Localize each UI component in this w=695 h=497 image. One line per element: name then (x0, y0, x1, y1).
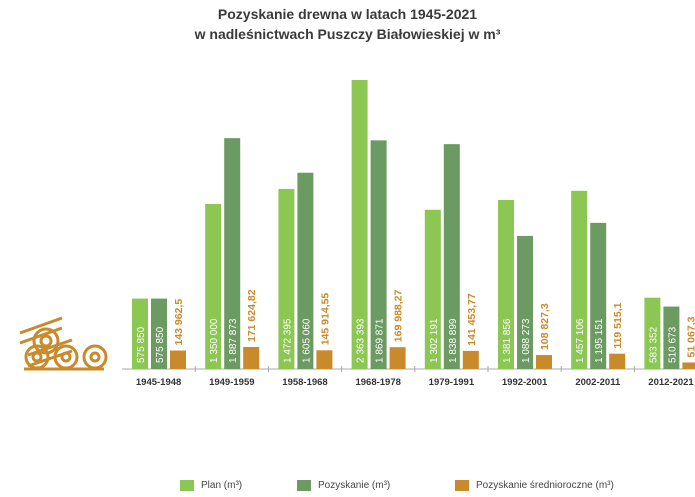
bar-pozyskanie-1945-1948 (151, 298, 167, 369)
bar-pozyskanie-1949-1959 (224, 138, 241, 369)
bar-srednioroczne-1945-1948 (170, 350, 186, 369)
bar-pozyskanie-1958-1968 (297, 172, 314, 369)
data-label: 141 453,77 (466, 293, 478, 346)
bar-plan-1958-1968 (278, 188, 295, 369)
legend-label: Pozyskanie średnioroczne (m³) (476, 480, 614, 491)
data-label: 583 352 (648, 326, 659, 363)
data-label: 1 088 273 (521, 318, 532, 363)
bar-srednioroczne-1968-1978 (389, 347, 406, 369)
data-label: 1 381 856 (502, 318, 513, 363)
x-tick-label: 1945-1948 (136, 377, 181, 388)
bar-srednioroczne-1949-1959 (243, 347, 260, 369)
data-label: 1 838 899 (448, 318, 459, 363)
bar-pozyskanie-1979-1991 (443, 144, 460, 369)
data-label: 108 827,3 (539, 303, 551, 350)
x-tick-label: 1958-1968 (282, 377, 327, 388)
bar-plan-1968-1978 (351, 80, 368, 369)
data-label: 1 605 060 (301, 318, 312, 363)
bar-srednioroczne-1979-1991 (462, 350, 479, 369)
data-label: 1 302 191 (429, 318, 440, 363)
data-label: 1 869 871 (375, 318, 386, 363)
data-label: 1 195 151 (594, 318, 605, 363)
data-label: 169 988,27 (393, 289, 405, 342)
bar-plan-1979-1991 (424, 209, 441, 369)
bar-pozyskanie-2002-2011 (590, 222, 607, 369)
bar-pozyskanie-1992-2001 (517, 235, 533, 369)
data-label: 2 363 393 (356, 318, 367, 363)
log-pile-icon (19, 316, 108, 371)
data-label: 143 962,5 (173, 299, 185, 346)
data-label: 171 624,82 (246, 289, 258, 342)
bar-plan-1992-2001 (498, 200, 514, 369)
legend-label: Plan (m³) (201, 480, 243, 491)
bar-plan-2002-2011 (571, 190, 588, 369)
x-tick-label: 2002-2011 (575, 377, 621, 388)
x-tick-label: 1979-1991 (429, 377, 475, 388)
x-tick-label: 1949-1959 (209, 377, 254, 388)
legend-label: Pozyskanie (m³) (318, 480, 391, 491)
bar-plan-1945-1948 (132, 298, 148, 369)
data-label: 510 673 (667, 326, 678, 363)
legend-item: Pozyskanie średnioroczne (m³) (455, 480, 614, 491)
bar-pozyskanie-1968-1978 (370, 140, 387, 369)
x-tick-label: 1992-2001 (502, 377, 548, 388)
data-label: 145 914,55 (319, 293, 331, 346)
data-label: 1 887 873 (228, 318, 239, 363)
data-label: 575 850 (136, 326, 147, 363)
legend-item: Plan (m³) (180, 480, 242, 491)
x-tick-label: 2012-2021 (648, 377, 694, 388)
bar-plan-1949-1959 (205, 203, 222, 369)
bar-srednioroczne-1992-2001 (536, 355, 552, 369)
data-label: 1 457 106 (575, 318, 586, 363)
data-label: 1 350 000 (209, 318, 220, 363)
chart-subtitle: w nadleśnictwach Puszczy Białowieskiej w… (194, 26, 501, 42)
x-tick-label: 1968-1978 (355, 377, 400, 388)
legend-swatch (297, 480, 311, 491)
bar-srednioroczne-1958-1968 (316, 350, 333, 369)
legend-swatch (455, 480, 469, 491)
legend-item: Pozyskanie (m³) (297, 480, 390, 491)
bar-pozyskanie-2012-2021 (663, 306, 680, 369)
bar-srednioroczne-2002-2011 (609, 353, 626, 369)
data-label: 575 850 (155, 326, 166, 363)
data-label: 51 067,3 (685, 316, 695, 357)
bar-plan-2012-2021 (644, 297, 661, 369)
chart-title: Pozyskanie drewna w latach 1945-2021 (217, 6, 478, 22)
data-label: 119 515,1 (612, 302, 624, 348)
legend-swatch (180, 480, 194, 491)
bar-srednioroczne-2012-2021 (682, 362, 695, 369)
data-label: 1 472 395 (282, 318, 293, 363)
